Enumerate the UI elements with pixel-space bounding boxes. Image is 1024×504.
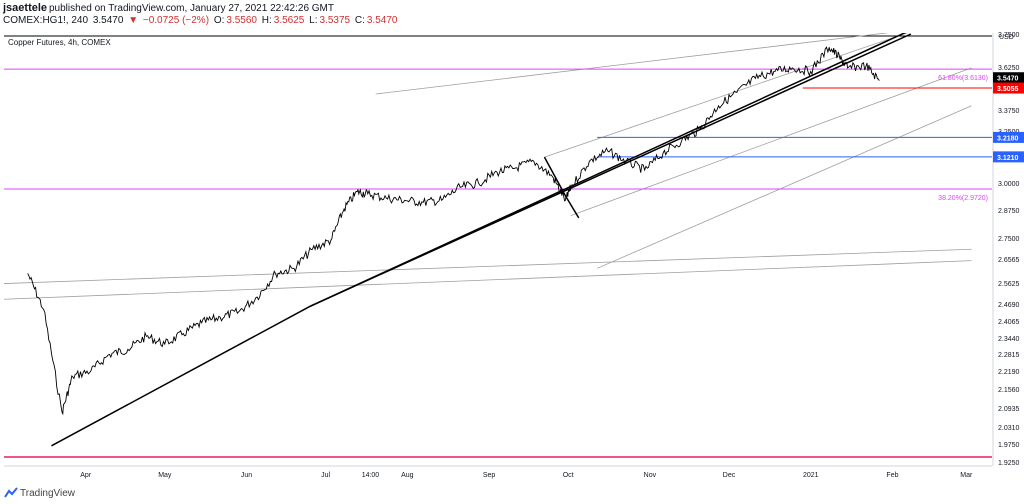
y-tick-label: 2.8750: [998, 208, 1020, 215]
tradingview-brand[interactable]: TradingView: [20, 488, 76, 499]
price-badge-label: 3.1210: [997, 155, 1019, 162]
y-tick-label: 2.7500: [998, 236, 1020, 243]
price-badge-label: 3.5055: [997, 86, 1019, 93]
x-tick-label: 14:00: [362, 472, 380, 479]
close-label: C:: [354, 15, 365, 26]
y-tick-label: 2.5625: [998, 281, 1020, 288]
price-badge-label: 3.2180: [997, 135, 1019, 142]
x-tick-label: Aug: [401, 472, 414, 479]
x-tick-label: May: [158, 472, 172, 479]
x-tick-label: Apr: [80, 472, 92, 479]
y-tick-label: 2.6565: [998, 257, 1020, 264]
price-series-line: [27, 46, 880, 416]
x-tick-label: Dec: [723, 472, 736, 479]
x-tick-label: Oct: [563, 472, 574, 479]
chart-title: Copper Futures, 4h, COMEX: [8, 38, 111, 47]
y-tick-label: 2.2190: [998, 369, 1020, 376]
plot-area: 61.80%(3.6130)38.20%(2.9720)0.00%(1.9165…: [4, 33, 992, 458]
channel-line: [4, 260, 972, 300]
channel-line: [4, 248, 972, 284]
last-price: 3.5470: [92, 15, 124, 26]
y-tick-label: 1.9750: [998, 442, 1020, 449]
trendline: [51, 305, 311, 447]
y-tick-label: 3.6250: [998, 65, 1020, 72]
currency-label: USD: [999, 34, 1014, 41]
y-tick-label: 2.0310: [998, 425, 1020, 432]
y-tick-label: 2.1560: [998, 387, 1020, 394]
channel-line: [375, 33, 890, 95]
x-tick-label: Jul: [321, 472, 330, 479]
price-badge: [993, 72, 1024, 84]
down-arrow-icon: ▼: [128, 15, 139, 26]
y-tick-label: 3.3750: [998, 108, 1020, 115]
y-tick-label: 3.7500: [998, 32, 1020, 39]
price-badge: [993, 151, 1024, 163]
price-badge-label: 3.5470: [997, 76, 1019, 83]
author-name[interactable]: jsaettele: [3, 2, 48, 14]
channel-line: [544, 33, 909, 158]
close-value: 3.5470: [366, 15, 398, 26]
channel-line: [570, 67, 972, 216]
tradingview-logo-icon: [4, 487, 18, 498]
fib-level-label: 61.80%(3.6130): [938, 75, 988, 82]
publish-info: published on TradingView.com, January 27…: [49, 3, 334, 14]
symbol-info: COMEX:HG1!, 240 3.5470 ▼ −0.0725 (−2%) O…: [3, 15, 399, 26]
open-value: 3.5560: [226, 15, 257, 26]
low-value: 3.5375: [319, 15, 351, 26]
high-label: H:: [261, 15, 272, 26]
high-value: 3.5625: [273, 15, 305, 26]
price-change: −0.0725 (−2%): [142, 15, 210, 26]
trendline: [564, 195, 580, 219]
y-tick-label: 3.0000: [998, 181, 1020, 188]
x-tick-label: Nov: [644, 472, 657, 479]
y-tick-label: 2.4690: [998, 302, 1020, 309]
x-tick-label: Jun: [241, 472, 252, 479]
symbol-label: COMEX:HG1!, 240: [3, 15, 89, 26]
price-badge: [993, 82, 1024, 94]
trendline: [309, 33, 912, 308]
price-badge: [993, 131, 1024, 143]
channel-line: [597, 105, 972, 269]
x-tick-label: Feb: [886, 472, 898, 479]
x-tick-label: 2021: [803, 472, 819, 479]
y-tick-label: 1.9250: [998, 460, 1020, 467]
x-tick-label: Sep: [483, 472, 496, 479]
trendline: [543, 156, 567, 197]
chart-header: jsaettele published on TradingView.com, …: [3, 2, 903, 32]
x-tick-label: Mar: [960, 472, 973, 479]
fib-level-label: 38.20%(2.9720): [938, 195, 988, 202]
y-tick-label: 2.3440: [998, 336, 1020, 343]
open-label: O:: [213, 15, 225, 26]
y-tick-label: 2.2815: [998, 352, 1020, 359]
y-tick-label: 2.4065: [998, 319, 1020, 326]
y-tick-label: 2.0935: [998, 406, 1020, 413]
low-label: L:: [309, 15, 318, 26]
